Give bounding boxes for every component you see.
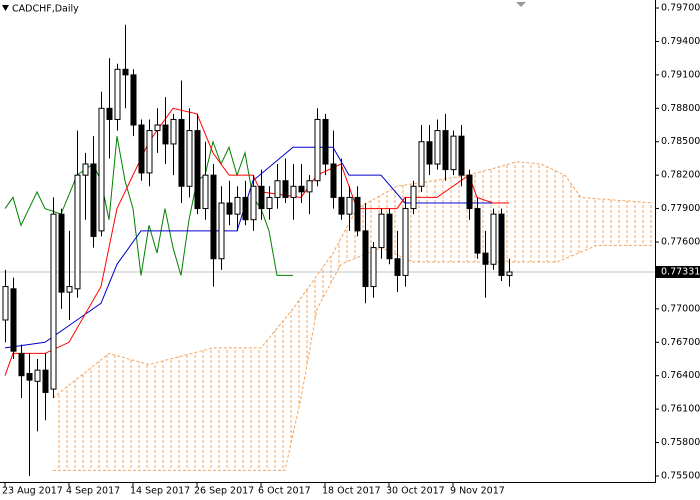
candle-body [186, 130, 193, 187]
candle-body [274, 180, 281, 198]
y-tick-label: 0.78200 [661, 170, 700, 181]
candle-body [210, 174, 217, 260]
candle-body [498, 213, 505, 276]
chart-title: CADCHF,Daily [12, 4, 79, 15]
candle-body [402, 208, 409, 276]
candle-body [418, 141, 425, 187]
candle-body [178, 118, 185, 187]
current-price-box [656, 265, 700, 278]
x-tick-label: 18 Oct 2017 [322, 486, 381, 497]
candle-body [82, 163, 89, 176]
candle-body [362, 230, 369, 288]
symbol-menu-icon[interactable] [2, 5, 9, 11]
x-tick-label: 14 Sep 2017 [130, 486, 190, 497]
candle-body [234, 196, 241, 215]
candle-body [194, 130, 201, 210]
candle-body [10, 288, 17, 352]
candle-body [122, 68, 129, 76]
candle-body [434, 130, 441, 165]
y-tick-label: 0.78500 [661, 136, 700, 147]
candle-body [106, 107, 113, 120]
candle-body [394, 258, 401, 276]
candle-body [482, 252, 489, 265]
candle-body [298, 185, 305, 193]
candle-body [306, 180, 313, 193]
y-tick-label: 0.77600 [661, 237, 700, 248]
x-tick-label: 6 Oct 2017 [258, 486, 311, 497]
candle-body [170, 118, 177, 145]
candle-body [338, 196, 345, 215]
candle-body [202, 174, 209, 210]
candle-body [98, 107, 105, 232]
candle-body [114, 68, 121, 120]
candle-body [58, 213, 65, 293]
candle-body [18, 352, 25, 377]
candle-body [442, 130, 449, 171]
indicator-line [4, 107, 509, 376]
x-tick-label: 4 Sep 2017 [66, 486, 120, 497]
candle-body [426, 141, 433, 165]
candle-body [314, 118, 321, 182]
candle-body [410, 185, 417, 210]
indicator-line [4, 136, 293, 276]
candle-body [386, 213, 393, 260]
y-tick-label: 0.78800 [661, 103, 700, 114]
candle-body [474, 208, 481, 254]
candle-body [74, 174, 81, 290]
candle-body [266, 196, 273, 210]
cloud-bottom [53, 244, 653, 471]
candle-body [458, 135, 465, 176]
scroll-indicator[interactable] [516, 2, 526, 7]
candle-body [258, 185, 265, 210]
candle-body [242, 196, 249, 221]
candle-body [138, 124, 145, 174]
candle-body [354, 196, 361, 232]
candle-body [226, 202, 233, 215]
y-tick-label: 0.75500 [661, 470, 700, 481]
candle-body [282, 180, 289, 198]
x-tick-label: 30 Oct 2017 [386, 486, 445, 497]
candle-body [2, 286, 9, 321]
candle-body [346, 196, 353, 215]
x-tick-label: 26 Sep 2017 [194, 486, 254, 497]
y-tick-label: 0.76100 [661, 404, 700, 415]
candle-body [66, 286, 73, 293]
y-tick-label: 0.77900 [661, 203, 700, 214]
candle-body [490, 213, 497, 265]
candle-body [378, 213, 385, 249]
candle-body [290, 185, 297, 198]
y-tick-label: 0.77000 [661, 303, 700, 314]
candle-body [90, 163, 97, 237]
x-tick-label: 9 Nov 2017 [450, 486, 505, 497]
candle-body [218, 202, 225, 260]
candle-body [130, 74, 137, 126]
y-tick-label: 0.76700 [661, 337, 700, 348]
candle-body [322, 118, 329, 165]
candle-body [50, 213, 57, 390]
candle-body [154, 124, 161, 132]
y-tick-label: 0.79100 [661, 69, 700, 80]
y-tick-label: 0.76400 [661, 370, 700, 381]
candle-body [250, 185, 257, 221]
current-price-label: 0.77331 [661, 266, 700, 277]
candle-body [370, 247, 377, 288]
candle-body [506, 271, 513, 276]
plot-layer [2, 24, 513, 476]
candle-body [34, 369, 41, 382]
candle-body [450, 135, 457, 171]
y-tick-label: 0.79400 [661, 36, 700, 47]
x-tick-label: 23 Aug 2017 [2, 486, 63, 497]
y-tick-label: 0.75800 [661, 437, 700, 448]
candle-body [26, 372, 33, 381]
candle-body [42, 369, 49, 393]
candle-body [162, 124, 169, 145]
candle-body [330, 163, 337, 198]
candle-body [466, 174, 473, 210]
y-tick-label: 0.79700 [661, 3, 700, 14]
candle-body [146, 130, 153, 174]
